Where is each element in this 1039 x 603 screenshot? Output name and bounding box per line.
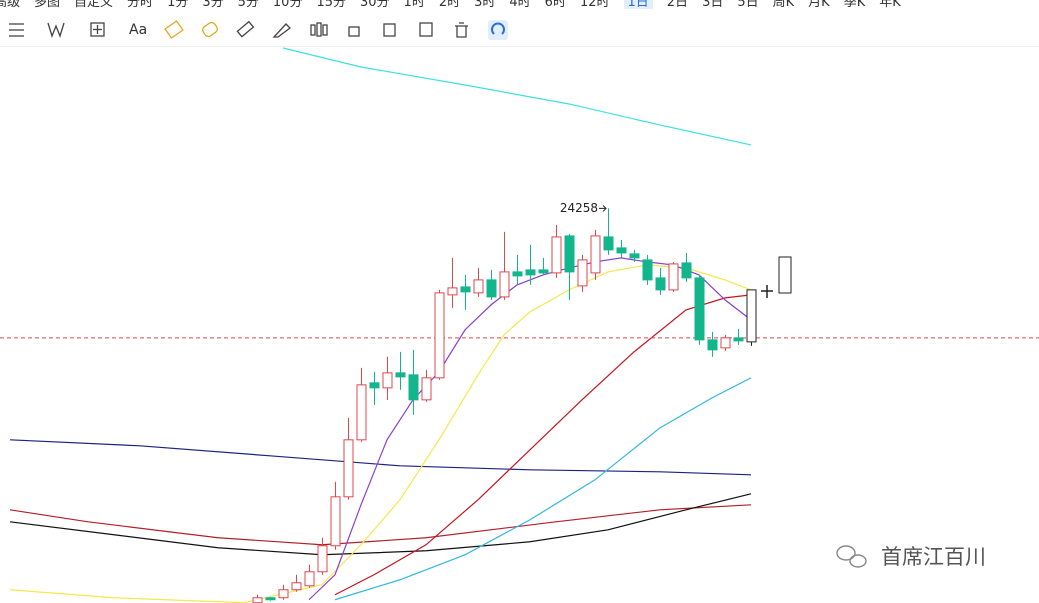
candle-body <box>460 286 471 293</box>
period-tab[interactable]: 自定义 <box>74 0 114 10</box>
candle-body <box>590 235 601 274</box>
candle-body <box>317 545 328 573</box>
candle-body <box>746 289 757 343</box>
wave-icon[interactable] <box>47 22 65 38</box>
candle-body <box>525 269 536 276</box>
plot: 24258 <box>0 47 1039 603</box>
period-tab[interactable]: 6时 <box>544 0 566 10</box>
candle-body <box>655 277 666 291</box>
cursor <box>761 285 773 298</box>
period-tab[interactable]: 季K <box>843 0 866 10</box>
period-tab[interactable]: 多图 <box>34 0 61 10</box>
candle-icon[interactable] <box>310 22 328 37</box>
lock-icon[interactable] <box>348 26 360 37</box>
period-tab[interactable]: 2时 <box>438 0 461 10</box>
copy-icon[interactable] <box>383 23 396 37</box>
delete-icon[interactable] <box>455 22 468 38</box>
pen-icon[interactable] <box>272 23 291 38</box>
period-tab[interactable]: 3日 <box>702 0 724 10</box>
candle-body <box>603 236 614 251</box>
period-tab[interactable]: 2日 <box>666 0 689 10</box>
drawing-box <box>778 256 792 294</box>
candle-body <box>395 372 406 378</box>
candle-body <box>291 582 302 591</box>
period-tab[interactable]: 30分 <box>360 0 390 10</box>
candle-body <box>512 271 523 277</box>
ma-line <box>334 377 752 601</box>
period-tab[interactable]: 1分 <box>167 0 189 10</box>
candle-body <box>408 374 419 401</box>
ma-line <box>334 294 752 596</box>
tag-icon[interactable] <box>201 21 219 38</box>
candle-body <box>304 571 315 587</box>
candle-body <box>265 597 276 601</box>
magnet-icon[interactable] <box>491 22 505 35</box>
add-icon[interactable] <box>90 22 105 37</box>
candle-body <box>343 439 354 498</box>
tag-icon[interactable] <box>164 20 184 39</box>
candle-body <box>681 262 692 279</box>
ma-line <box>9 439 752 476</box>
candle-body <box>564 235 575 273</box>
candle-body <box>733 337 744 342</box>
ma-line <box>282 47 752 146</box>
candle-body <box>434 292 445 379</box>
period-tab[interactable]: 4时 <box>509 0 531 10</box>
candle-body <box>629 253 640 259</box>
period-tab[interactable]: 15分 <box>316 0 346 10</box>
candle-body <box>278 589 289 599</box>
candle-body <box>551 236 562 274</box>
period-tab[interactable]: 3时 <box>474 0 496 10</box>
watermark-text: 首席江百川 <box>881 545 986 569</box>
watermark <box>836 545 867 568</box>
candle-body <box>252 597 263 603</box>
ma-line <box>9 493 752 556</box>
candle-body <box>616 247 627 254</box>
candle-body <box>447 287 458 296</box>
candle-body <box>486 279 497 298</box>
period-tab[interactable]: 1日 <box>623 0 653 10</box>
candle-body <box>538 269 549 274</box>
period-tab[interactable]: 3分 <box>202 0 224 10</box>
period-tab[interactable]: 周K <box>772 0 795 10</box>
menu-icon[interactable] <box>9 23 24 37</box>
font-button[interactable]: Aa <box>129 22 147 38</box>
high-label: 24258 <box>560 201 598 215</box>
period-tab[interactable]: 高级 <box>0 0 21 10</box>
candle-body <box>668 263 679 291</box>
tool-row <box>9 20 508 40</box>
candle-body <box>330 496 341 547</box>
candle-body <box>577 259 588 287</box>
candle-body <box>720 337 731 349</box>
candle-body <box>382 372 393 389</box>
candle-body <box>421 377 432 401</box>
period-tab[interactable]: 12时 <box>579 0 610 10</box>
high-arrow <box>599 205 607 212</box>
period-bar: 高级 多图 自定义 分时 1分 3分 5分 10分 15分 30分 1时 2时 3时 4时 6时 12时 1日 2… <box>0 0 901 10</box>
candle-body <box>707 339 718 351</box>
period-tab[interactable]: 10分 <box>272 0 303 10</box>
period-tab[interactable]: 5分 <box>237 0 259 10</box>
period-tab[interactable]: 分时 <box>127 0 154 10</box>
ruler-icon[interactable] <box>236 20 255 38</box>
ma-line <box>308 257 752 601</box>
candle-body <box>356 384 367 441</box>
candle-body <box>473 279 484 294</box>
edit-icon[interactable] <box>419 22 433 37</box>
period-tab[interactable]: 1时 <box>403 0 425 10</box>
period-tab[interactable]: 月K <box>808 0 830 10</box>
candle-body <box>694 277 705 341</box>
candle-body <box>499 271 510 298</box>
candle-body <box>369 382 380 389</box>
candle-body <box>642 259 653 281</box>
period-tab[interactable]: 5日 <box>737 0 759 10</box>
ma-line <box>9 504 752 546</box>
period-tab[interactable]: 年K <box>879 0 901 10</box>
